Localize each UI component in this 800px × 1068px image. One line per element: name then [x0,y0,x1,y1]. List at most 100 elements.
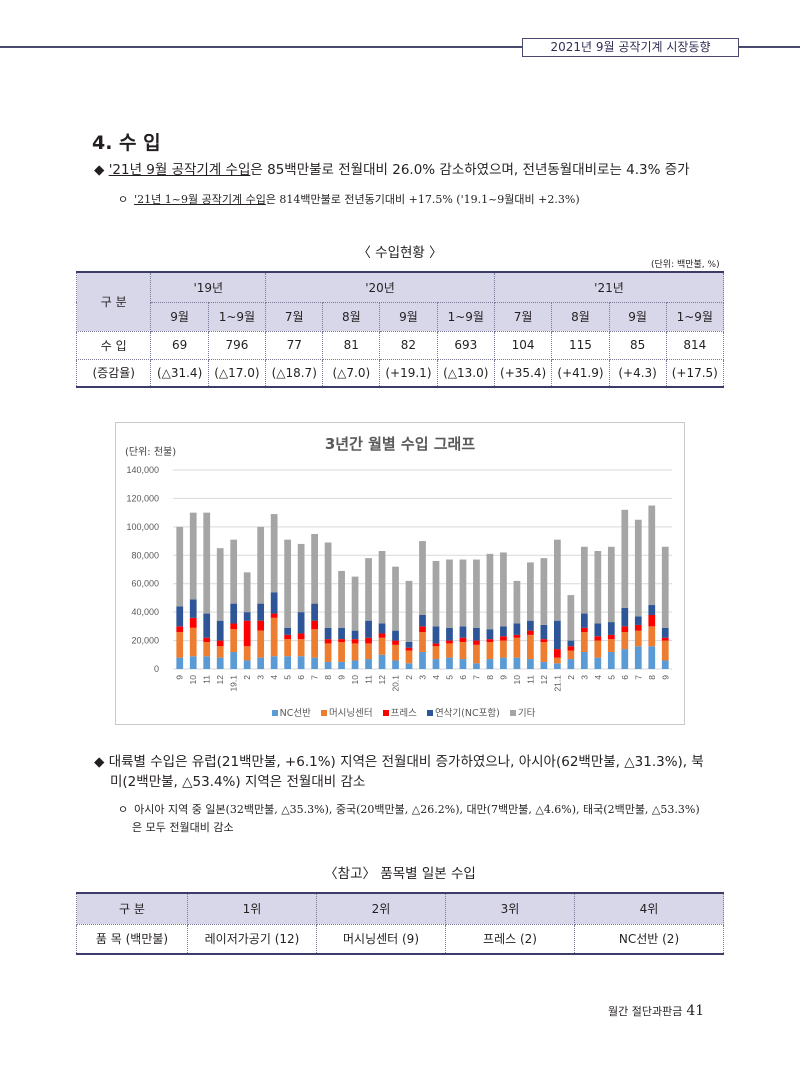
legend-label: 기타 [517,708,536,719]
bar-segment [392,566,399,631]
bar-segment [392,644,399,661]
bar-segment [648,646,656,669]
x-tick-label: 8 [647,675,657,680]
running-header-title: 2021년 9월 공작기계 시장동향 [522,38,739,57]
year-header: '21년 [493,271,725,303]
bar-segment [567,595,575,641]
bar-segment [594,623,602,637]
bar-segment [297,656,305,669]
x-tick-label: 7 [633,675,643,680]
bar-segment [446,657,453,669]
sub-bullet-underlined-text: '21년 1~9월 공작기계 수입 [134,193,266,206]
bar-segment [351,643,359,661]
bar-segment [567,659,575,669]
table-cell: 머시닝센터 (9) [316,923,446,955]
table-cell: (+35.4) [493,358,553,388]
table-cell: 77 [265,330,324,360]
bar-segment [419,541,426,615]
table-cell: (△17.0) [207,358,267,388]
x-tick-label: 8 [485,675,495,680]
month-header: 7월 [265,301,324,332]
chart-plot: 0 20,000 40,000 60,000 80,000 100,000 120,000 1… [126,465,672,692]
bar-segment [203,512,211,614]
bar-segment [473,644,480,664]
sub-bullet-text: 아시아 지역 중 일본(32백만불, △35.3%), 중국(20백만불, △2… [134,803,700,816]
x-tick-label: 5 [606,675,616,680]
y-tick-label: 0 [154,664,159,674]
bar-segment [243,620,251,647]
column-header: 구 분 [76,892,188,925]
table-caption: 〈참고〉 품목별 일본 수입 [324,866,476,882]
bar-segment [311,629,318,658]
table-cell: 104 [493,330,553,360]
bar-segment [297,633,305,640]
x-tick-label: 20.1 [391,675,401,692]
bar-segment [594,636,602,641]
table-cell: 693 [436,330,495,360]
bar-segment [419,632,426,652]
y-tick-label: 20,000 [131,636,159,646]
table-cell: 레이저가공기 (12) [187,923,317,955]
legend-swatch [509,710,516,716]
table-corner-header: 구 분 [75,271,152,332]
bar-segment [661,627,669,638]
bar-segment [567,640,575,647]
bar-segment [432,646,440,660]
bar-segment [243,646,251,661]
legend-swatch [382,710,389,716]
bullet-import-summary: ◆ '21년 9월 공작기계 수입은 85백만불로 전월대비 26.0% 감소하… [94,160,774,180]
bar-segment [257,526,265,604]
table-cell: (△31.4) [150,358,209,388]
y-tick-label: 100,000 [126,522,159,532]
bar-segment [513,657,521,669]
x-tick-label: 2 [404,675,414,680]
table-row: 수 입 69 796 77 81 82 693 104 115 85 814 [75,330,725,360]
legend-label: 머시닝센터 [328,708,373,719]
bar-segment [257,603,265,621]
bar-segment [378,633,386,638]
bar-segment [243,660,251,669]
bar-segment [351,630,359,640]
bar-segment [580,632,588,652]
bar-segment [405,641,413,648]
sub-bullet-text: 은 814백만불로 전년동기대비 +17.5% ('19.1~9월대비 +2.3… [265,193,580,206]
bar-segment [527,634,534,660]
bar-segment [365,637,372,644]
bar-segment [378,654,386,669]
x-tick-label: 2 [566,675,576,680]
bar-segment [621,607,629,627]
bar-segment [176,657,184,669]
bar-segment [297,543,305,613]
x-tick-label: 8 [323,675,333,680]
page-number: 41 [686,1003,705,1019]
bar-segment [216,657,224,669]
bullet-underlined-text: '21년 9월 공작기계 수입 [108,162,251,178]
bar-segment [270,617,278,657]
bar-segment [230,651,238,669]
legend-label: 프레스 [390,708,417,719]
bar-segment [553,657,561,664]
bar-segment [513,580,521,624]
bar-segment [540,558,548,625]
bar-segment [527,630,534,635]
bar-segment [527,620,534,631]
table-cell: 81 [322,330,381,360]
bar-segment [648,505,656,606]
table-cell: NC선반 (2) [574,923,724,955]
bar-segment [230,623,238,630]
bar-segment [405,650,413,664]
x-tick-label: 3 [256,675,266,680]
x-tick-label: 12 [539,675,549,685]
x-tick-label: 21.1 [552,675,562,692]
bar-segment [594,640,602,658]
table-cell: 115 [551,330,610,360]
month-header: 8월 [551,301,610,332]
x-tick-label: 10 [188,675,198,685]
table-unit: (단위: 백만불, %) [651,260,720,270]
bar-segment [540,639,548,642]
bullet-text: 대륙별 수입은 유럽(21백만불, +6.1%) 지역은 전월대비 증가하였으나… [108,754,704,770]
bar-segment [513,623,521,635]
legend-label: 연삭기(NC포함) [434,708,500,719]
bar-segment [270,514,278,593]
bar-segment [392,640,399,645]
